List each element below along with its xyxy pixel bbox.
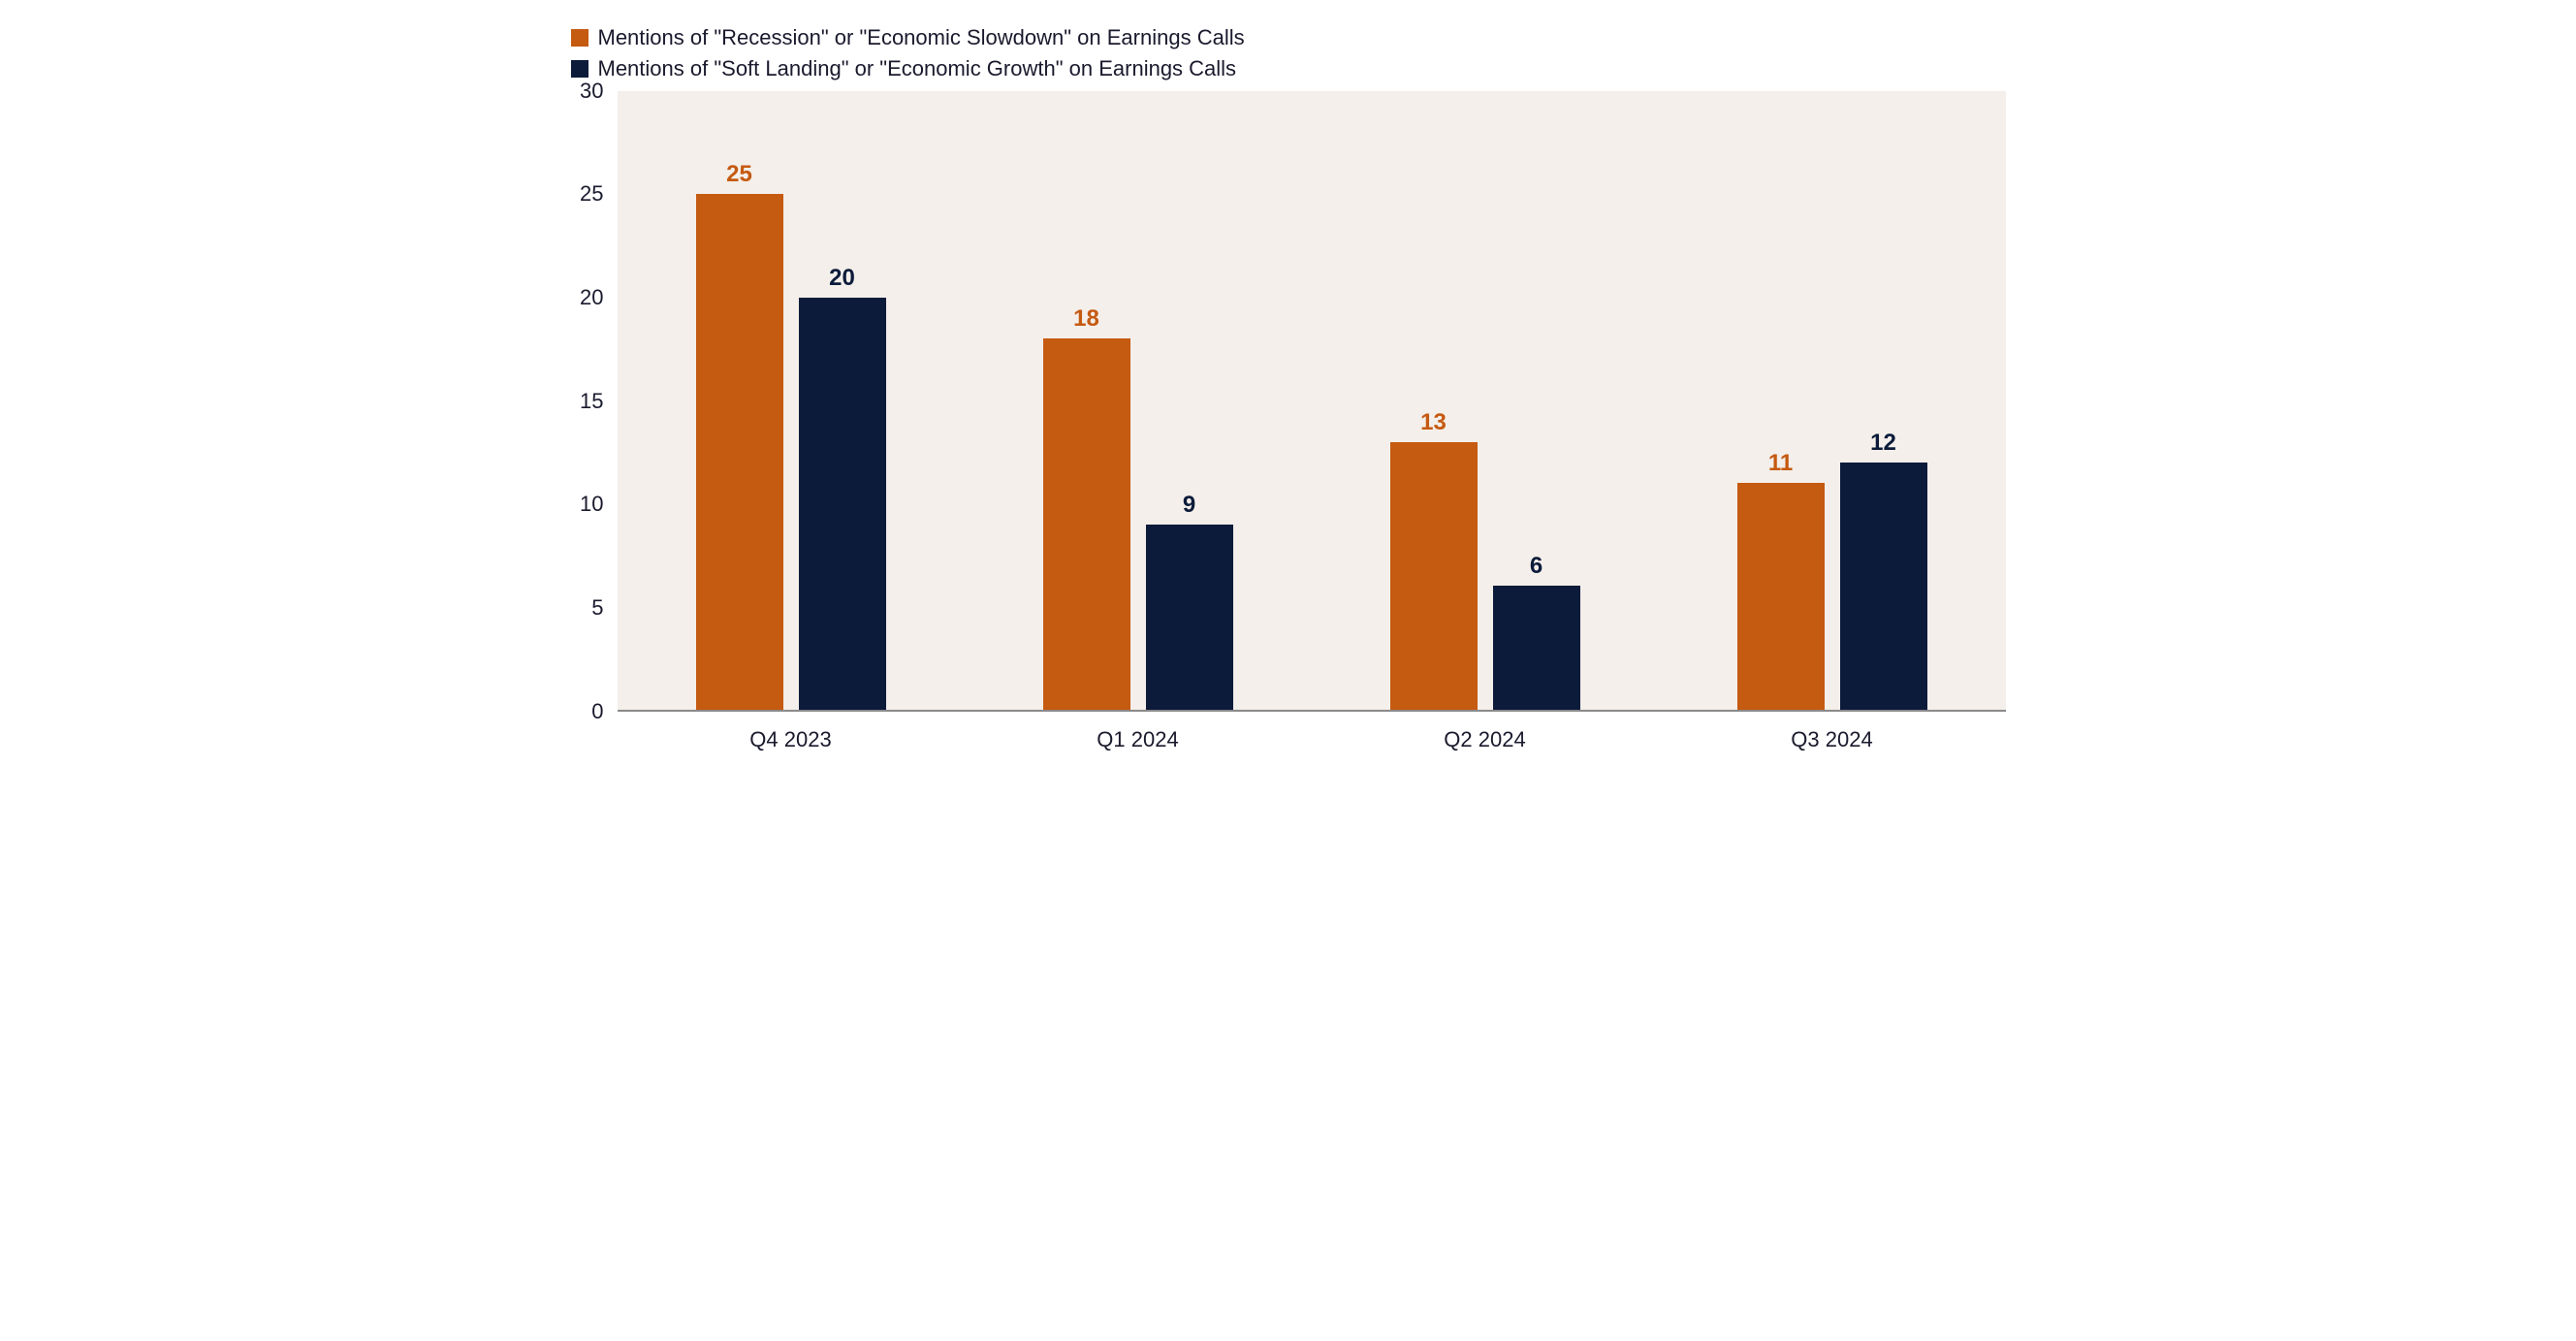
legend: Mentions of "Recession" or "Economic Slo… [571,25,2006,81]
bar: 9 [1146,525,1233,710]
bar: 6 [1493,586,1580,710]
bar-value-label: 20 [799,265,886,292]
bar-value-label: 25 [696,161,783,188]
y-tick: 10 [580,492,603,517]
x-tick: Q4 2023 [618,727,965,752]
y-tick: 15 [580,389,603,414]
y-axis: 302520151050 [571,91,618,712]
legend-label-series-1: Mentions of "Recession" or "Economic Slo… [598,25,1245,50]
bar-value-label: 12 [1840,430,1927,457]
x-axis: Q4 2023Q1 2024Q2 2024Q3 2024 [618,712,2006,752]
earnings-mentions-chart: Mentions of "Recession" or "Economic Slo… [571,25,2006,752]
legend-item-series-1: Mentions of "Recession" or "Economic Slo… [571,25,2006,50]
x-tick: Q1 2024 [965,727,1312,752]
bar-group: 1112 [1737,91,1927,710]
bar: 12 [1840,463,1927,710]
y-tick: 5 [591,595,603,621]
bar-groups: 25201891361112 [618,91,2006,710]
bar: 13 [1390,442,1478,710]
bar: 11 [1737,483,1825,710]
legend-label-series-2: Mentions of "Soft Landing" or "Economic … [598,56,1237,81]
bar-value-label: 13 [1390,409,1478,436]
y-tick: 20 [580,285,603,310]
plot-area: 25201891361112 [618,91,2006,712]
x-tick: Q3 2024 [1659,727,2006,752]
bar-group: 136 [1390,91,1580,710]
bar-value-label: 18 [1043,305,1130,333]
bar-value-label: 6 [1493,553,1580,580]
legend-swatch-series-2 [571,60,588,78]
chart-area: 302520151050 25201891361112 [571,91,2006,712]
y-tick: 0 [591,699,603,724]
bar-group: 189 [1043,91,1233,710]
x-tick: Q2 2024 [1312,727,1659,752]
bar: 18 [1043,338,1130,710]
legend-item-series-2: Mentions of "Soft Landing" or "Economic … [571,56,2006,81]
legend-swatch-series-1 [571,29,588,47]
bar: 25 [696,194,783,710]
bar-value-label: 9 [1146,492,1233,519]
y-tick: 30 [580,79,603,104]
bar: 20 [799,298,886,710]
bar-value-label: 11 [1737,450,1825,477]
y-tick: 25 [580,181,603,207]
bar-group: 2520 [696,91,886,710]
